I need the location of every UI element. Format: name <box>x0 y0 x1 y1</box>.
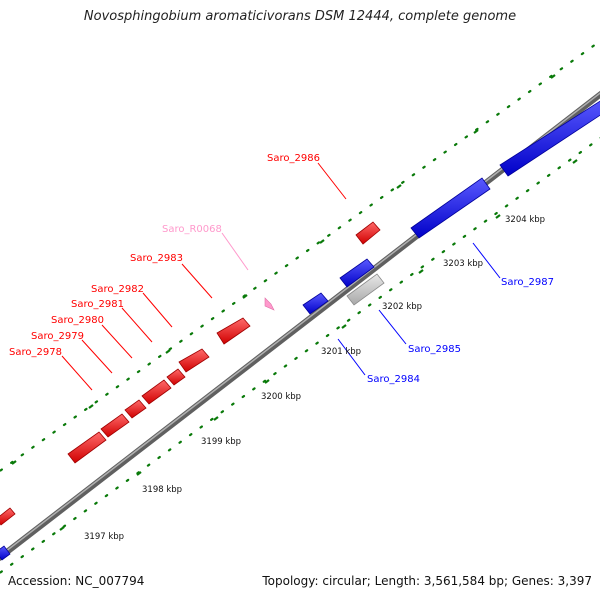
gene-label-saro-2987[interactable]: Saro_2987 <box>501 277 554 288</box>
label-leader-lines <box>61 162 501 391</box>
gene-arrow-saro-2976[interactable] <box>0 545 11 561</box>
reverse-gene-blocks <box>0 98 600 561</box>
tick-label-3198: 3198 kbp <box>142 485 182 495</box>
gene-arrow-saro-2987[interactable] <box>410 177 491 239</box>
tick-label-3201: 3201 kbp <box>321 347 361 357</box>
gene-arrow-saro-2978[interactable] <box>67 431 107 464</box>
tick-label-3202: 3202 kbp <box>382 302 422 312</box>
gene-arrow-saro-2983[interactable] <box>178 348 210 373</box>
accession-label: Accession: NC_007794 <box>8 574 145 588</box>
gene-arrow-pseudo[interactable] <box>346 273 385 306</box>
gene-arrow-saro-r0068[interactable] <box>264 297 275 311</box>
upper-major-ticks <box>11 74 556 465</box>
genome-summary: Topology: circular; Length: 3,561,584 bp… <box>262 574 592 588</box>
genome-title: Novosphingobium aromaticivorans DSM 1244… <box>83 9 517 24</box>
upper-dot-track <box>0 39 600 473</box>
lower-major-ticks <box>59 159 578 531</box>
gene-labels: Saro_2978 Saro_2979 Saro_2980 Saro_2981 … <box>9 153 554 385</box>
gene-label-saro-2978[interactable]: Saro_2978 <box>9 347 62 358</box>
gene-label-saro-2981[interactable]: Saro_2981 <box>71 299 124 310</box>
gene-label-saro-2980[interactable]: Saro_2980 <box>51 315 104 326</box>
gene-arrow-saro-2988[interactable] <box>499 98 600 177</box>
tick-label-3200: 3200 kbp <box>261 392 301 402</box>
gene-label-saro-2986[interactable]: Saro_2986 <box>267 153 320 164</box>
gene-arrow-saro-2979[interactable] <box>100 413 130 438</box>
gene-arrow-saro-2982[interactable] <box>166 368 186 386</box>
gene-label-saro-2985[interactable]: Saro_2985 <box>408 344 461 355</box>
lower-dot-track <box>0 136 600 575</box>
gene-arrow-saro-2986[interactable] <box>355 221 381 245</box>
tick-label-3199: 3199 kbp <box>201 437 241 447</box>
gene-arrow-saro-2983b[interactable] <box>216 317 251 345</box>
tick-label-3197: 3197 kbp <box>84 532 124 542</box>
gene-arrow-saro-2985[interactable] <box>339 258 375 288</box>
gene-label-saro-2984[interactable]: Saro_2984 <box>367 374 420 385</box>
gene-label-saro-r0068[interactable]: Saro_R0068 <box>162 224 222 235</box>
gene-arrow-saro-2977[interactable] <box>0 507 16 526</box>
gene-arrow-saro-2980[interactable] <box>124 399 147 419</box>
gene-arrow-saro-2981[interactable] <box>141 379 172 405</box>
gene-label-saro-2983[interactable]: Saro_2983 <box>130 253 183 264</box>
gene-label-saro-2979[interactable]: Saro_2979 <box>31 331 84 342</box>
gene-arrow-saro-2984[interactable] <box>302 292 329 315</box>
gene-label-saro-2982[interactable]: Saro_2982 <box>91 284 144 295</box>
tick-label-3204: 3204 kbp <box>505 215 545 225</box>
scale-labels: 3197 kbp 3198 kbp 3199 kbp 3200 kbp 3201… <box>84 215 545 542</box>
tick-label-3203: 3203 kbp <box>443 259 483 269</box>
forward-gene-blocks <box>0 221 381 526</box>
